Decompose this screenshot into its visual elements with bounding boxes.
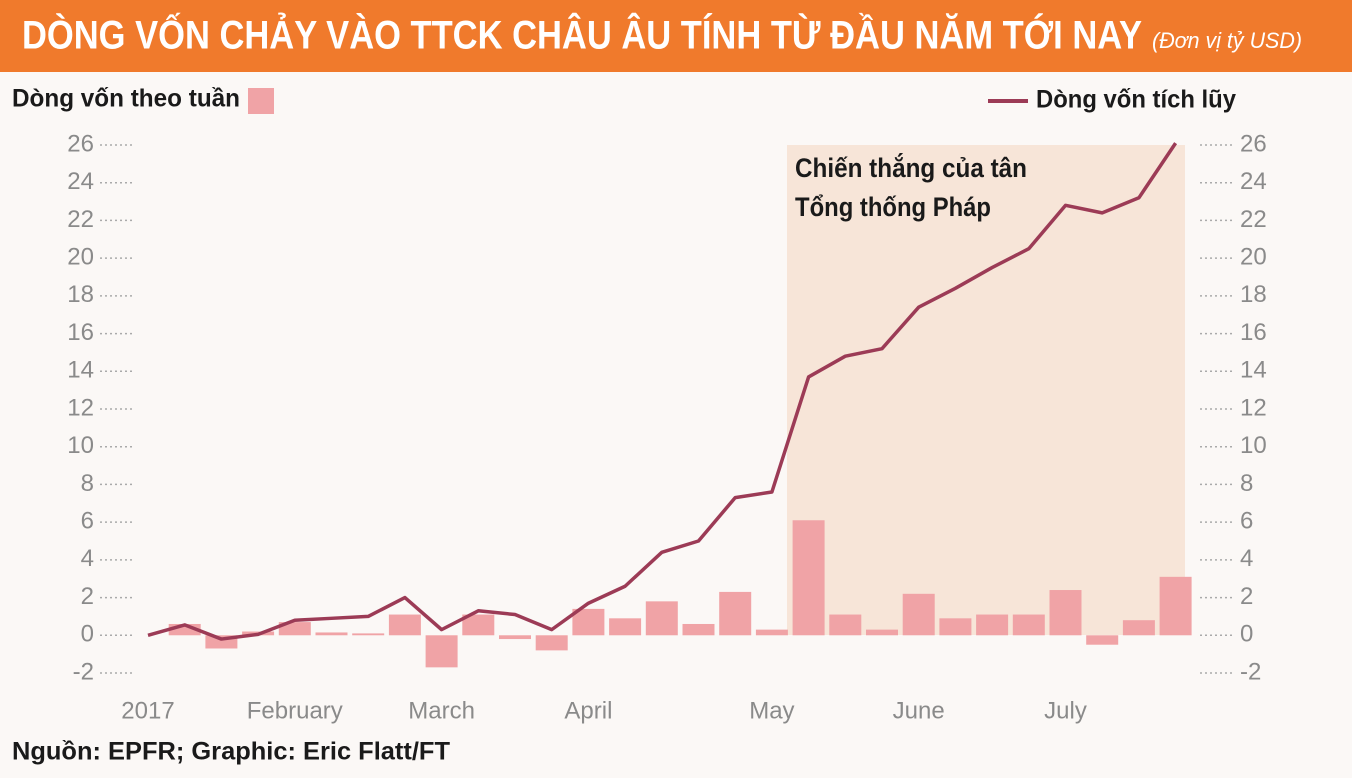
y2-tick-label: -2 — [1240, 658, 1261, 685]
bar — [462, 614, 495, 636]
y2-tick-label: 8 — [1240, 470, 1253, 497]
bar — [1049, 590, 1082, 636]
y-tick-label: 18 — [67, 281, 94, 308]
bar — [1012, 614, 1045, 636]
bar — [352, 633, 385, 636]
y2-tick-label: 18 — [1240, 281, 1267, 308]
y2-tick-label: 4 — [1240, 545, 1253, 572]
y2-tick-label: 24 — [1240, 168, 1267, 195]
bar — [315, 632, 348, 636]
y-tick-label: 2 — [81, 583, 94, 610]
y2-tick-label: 6 — [1240, 507, 1253, 534]
bar — [1122, 620, 1155, 636]
bar — [755, 629, 788, 636]
y-tick-label: 16 — [67, 319, 94, 346]
bar — [1159, 576, 1192, 636]
bar — [866, 629, 898, 636]
chart-title: DÒNG VỐN CHẢY VÀO TTCK CHÂU ÂU TÍNH TỪ Đ… — [22, 12, 1142, 58]
bar — [829, 614, 862, 636]
y2-tick-label: 22 — [1240, 206, 1267, 233]
line — [147, 142, 1178, 641]
bar — [499, 635, 531, 640]
bar — [1086, 635, 1119, 645]
y-tick-label: 14 — [67, 357, 94, 384]
y2-tick-label: 2 — [1240, 583, 1253, 610]
y-tick-label: 24 — [67, 168, 94, 195]
x-tick-label: June — [893, 697, 945, 724]
chart-subtitle: (Đơn vị tỷ USD) — [1152, 28, 1302, 53]
y-tick-label: 22 — [67, 206, 94, 233]
bar — [719, 591, 752, 636]
annotation: Chiến thắng của tân — [795, 152, 1027, 183]
bar — [645, 601, 678, 636]
y2-tick-label: 14 — [1240, 357, 1267, 384]
legend-swatch — [248, 88, 274, 114]
y2-tick-label: 20 — [1240, 243, 1267, 270]
y2-tick-label: 26 — [1240, 130, 1267, 157]
bar — [792, 520, 825, 636]
annotation: Tổng thống Pháp — [795, 192, 991, 222]
y-tick-label: 10 — [67, 432, 94, 459]
y2-tick-label: 10 — [1240, 432, 1267, 459]
x-tick-label: 2017 — [121, 697, 174, 724]
bar — [388, 614, 421, 636]
bar — [939, 618, 972, 636]
y-tick-label: -2 — [73, 658, 94, 685]
title-bar — [0, 0, 1352, 72]
bar — [535, 635, 568, 651]
bar — [902, 593, 935, 636]
y-tick-label: 26 — [67, 130, 94, 157]
bar — [609, 618, 642, 636]
bar — [976, 614, 1009, 636]
y-tick-label: 8 — [81, 470, 94, 497]
bar — [168, 623, 201, 636]
y2-tick-label: 0 — [1240, 621, 1253, 648]
x-tick-label: May — [749, 697, 794, 724]
bar — [682, 623, 715, 636]
bar — [572, 608, 605, 636]
y-tick-label: 12 — [67, 394, 94, 421]
x-tick-label: March — [408, 697, 475, 724]
y2-tick-label: 16 — [1240, 319, 1267, 346]
legend-label: Dòng vốn theo tuần — [12, 85, 240, 113]
y-tick-label: 20 — [67, 243, 94, 270]
x-tick-label: February — [247, 697, 343, 724]
legend-label: Dòng vốn tích lũy — [1036, 86, 1236, 114]
source: Nguồn: EPFR; Graphic: Eric Flatt/FT — [12, 738, 450, 766]
y-tick-label: 4 — [81, 545, 94, 572]
x-tick-label: July — [1044, 697, 1087, 724]
bar — [278, 622, 311, 636]
y-tick-label: 0 — [81, 621, 94, 648]
highlight-region — [787, 145, 1185, 635]
x-tick-label: April — [564, 697, 612, 724]
bar — [425, 635, 458, 668]
y2-tick-label: 12 — [1240, 394, 1267, 421]
y-tick-label: 6 — [81, 507, 94, 534]
